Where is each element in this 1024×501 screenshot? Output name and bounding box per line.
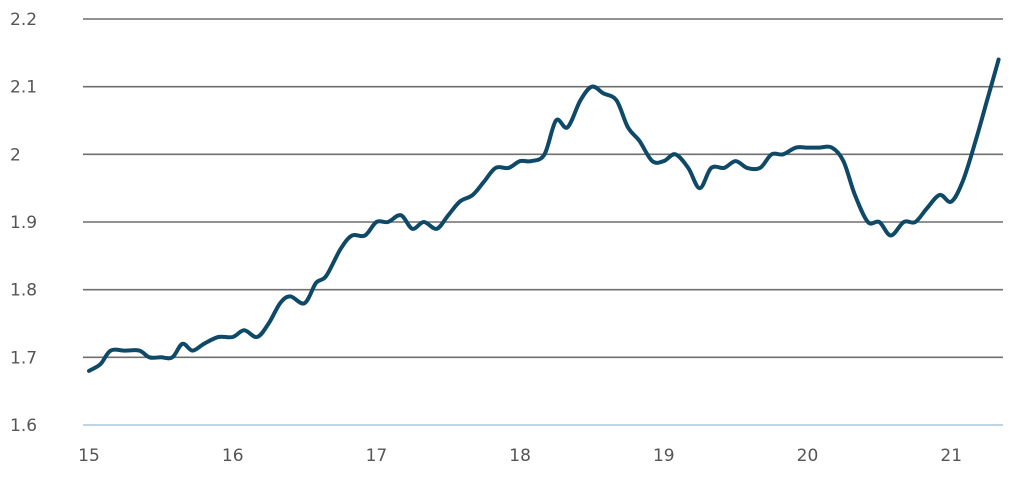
x-tick-label: 21 bbox=[940, 446, 962, 466]
y-axis-tick-labels: 1.6 1.7 1.8 1.9 2 2.1 2.2 bbox=[10, 10, 37, 436]
y-tick-label: 1.7 bbox=[10, 348, 37, 368]
x-tick-label: 20 bbox=[797, 446, 819, 466]
y-tick-label: 2.1 bbox=[10, 78, 37, 98]
x-tick-label: 16 bbox=[222, 446, 244, 466]
x-tick-label: 15 bbox=[78, 446, 100, 466]
series-line bbox=[87, 57, 1001, 373]
gridlines bbox=[83, 18, 1003, 426]
x-tick-label: 18 bbox=[509, 446, 531, 466]
x-tick-label: 19 bbox=[653, 446, 675, 466]
y-tick-label: 1.6 bbox=[10, 416, 37, 436]
x-tick-label: 17 bbox=[366, 446, 388, 466]
y-tick-label: 2.2 bbox=[10, 10, 37, 30]
series-layer bbox=[87, 57, 1001, 373]
x-axis-tick-labels: 15 16 17 18 19 20 21 bbox=[78, 446, 962, 466]
y-tick-label: 1.9 bbox=[10, 213, 37, 233]
y-tick-label: 1.8 bbox=[10, 281, 37, 301]
y-tick-label: 2 bbox=[10, 145, 21, 165]
